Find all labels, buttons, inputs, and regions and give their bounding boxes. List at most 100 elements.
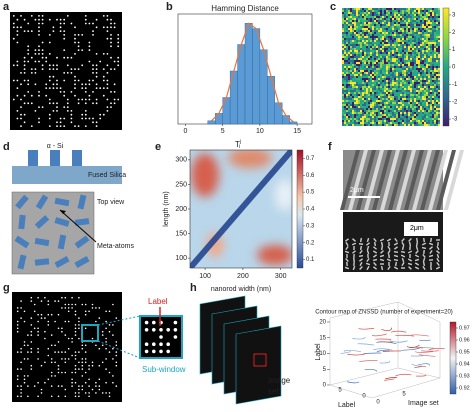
pixel <box>424 50 426 52</box>
dot <box>34 72 37 74</box>
pixel <box>396 44 398 46</box>
dot <box>101 334 104 336</box>
pixel <box>422 18 424 20</box>
pixel <box>428 86 430 88</box>
dot <box>54 351 56 353</box>
pixel <box>344 22 346 24</box>
pixel <box>350 12 352 14</box>
pixel <box>364 18 366 20</box>
pixel <box>430 16 432 18</box>
pixel <box>408 112 410 114</box>
pixel <box>348 124 350 126</box>
pixel <box>372 94 374 96</box>
pixel <box>360 84 362 86</box>
pixel <box>404 10 406 12</box>
pixel <box>352 124 354 126</box>
pixel <box>388 114 390 116</box>
pixel <box>368 54 370 56</box>
pixel <box>352 78 354 80</box>
pixel <box>428 66 430 68</box>
dot <box>38 94 40 97</box>
pixel <box>426 54 428 56</box>
pixel <box>360 116 362 118</box>
pixel <box>420 64 422 66</box>
pixel <box>382 124 384 126</box>
pixel <box>370 34 372 36</box>
pixel <box>382 64 384 66</box>
pixel <box>414 58 416 60</box>
pixel <box>414 8 416 10</box>
pillar <box>72 150 82 166</box>
dot <box>59 18 62 21</box>
pixel <box>358 26 360 28</box>
dot <box>23 378 26 381</box>
pixel <box>436 86 438 88</box>
x-tick-label: 0 <box>183 128 187 135</box>
pixel <box>400 18 402 20</box>
pixel <box>424 60 426 62</box>
pixel <box>372 106 374 108</box>
pixel <box>432 78 434 80</box>
pixel <box>424 120 426 122</box>
pixel <box>366 36 368 38</box>
pixel <box>434 86 436 88</box>
pixel <box>360 86 362 88</box>
dot <box>33 310 36 313</box>
pixel <box>420 124 422 126</box>
pixel <box>410 38 412 40</box>
pixel <box>406 54 408 56</box>
pixel <box>372 74 374 76</box>
pixel <box>348 56 350 58</box>
pixel <box>430 74 432 76</box>
pixel <box>354 42 356 44</box>
pixel <box>364 98 366 100</box>
sub-window-dots <box>144 320 178 354</box>
dot <box>41 49 44 51</box>
pixel <box>386 82 388 84</box>
pixel <box>422 66 424 68</box>
pixel <box>356 122 358 124</box>
pixel <box>344 124 346 126</box>
pixel <box>436 66 438 68</box>
pixel <box>388 44 390 46</box>
pixel <box>398 42 400 44</box>
pixel <box>380 66 382 68</box>
pixel <box>416 94 418 96</box>
pixel <box>364 76 366 78</box>
pixel <box>416 76 418 78</box>
pixel <box>438 120 440 122</box>
pixel <box>418 22 420 24</box>
pixel <box>438 104 440 106</box>
meta-atom <box>74 255 90 269</box>
pixel <box>360 46 362 48</box>
dot <box>23 68 26 70</box>
dot <box>64 361 67 364</box>
pixel <box>352 66 354 68</box>
pixel <box>402 78 404 80</box>
pixel <box>370 74 372 76</box>
pixel <box>374 8 376 10</box>
pixel <box>428 12 430 14</box>
pixel <box>350 54 352 56</box>
dot <box>117 98 120 101</box>
dot <box>110 37 112 40</box>
pixel <box>360 104 362 106</box>
dot <box>106 64 109 67</box>
panel-label: a <box>3 1 10 13</box>
pixel <box>388 48 390 50</box>
pixel <box>424 48 426 50</box>
pixel <box>352 10 354 12</box>
pixel <box>344 106 346 108</box>
pixel <box>398 34 400 36</box>
pixel <box>346 52 348 54</box>
dot <box>64 320 67 323</box>
pixel <box>438 44 440 46</box>
dot <box>115 385 118 387</box>
pixel <box>358 120 360 122</box>
pixel <box>430 20 432 22</box>
dot <box>95 102 98 105</box>
pixel <box>424 116 426 118</box>
dot <box>23 72 26 74</box>
pixel <box>376 28 378 30</box>
pixel <box>378 62 380 64</box>
